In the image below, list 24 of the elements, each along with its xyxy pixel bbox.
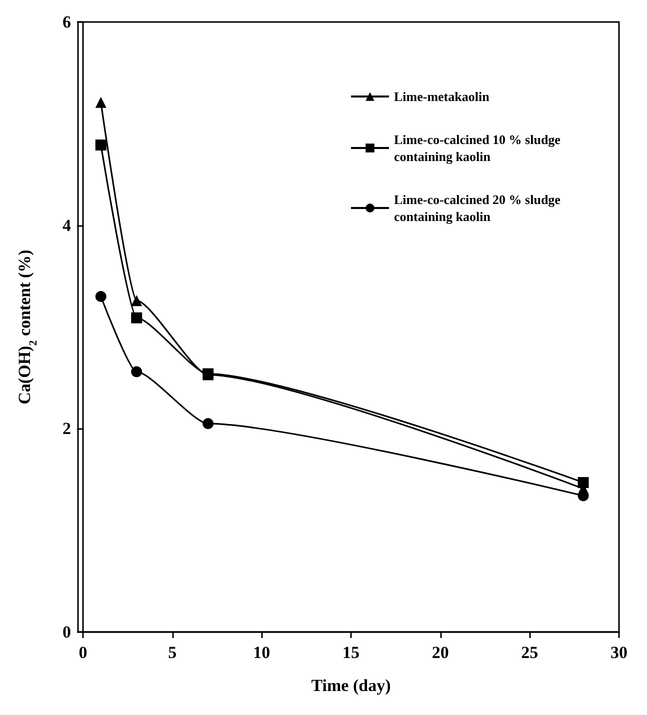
x-tick-label: 15: [342, 643, 360, 662]
point: [131, 312, 142, 324]
legend-label: Lime-metakaolin: [394, 89, 490, 104]
point: [578, 477, 589, 488]
y-tick-label: 4: [62, 216, 72, 235]
point: [95, 291, 106, 302]
point: [95, 140, 106, 151]
x-tick-label: 30: [610, 643, 628, 662]
y-tick-label: 6: [62, 12, 71, 32]
legend-label: Lime-co-calcined 20 % sludge containing kaolin: [394, 192, 564, 224]
x-tick-label: 10: [253, 643, 270, 662]
x-axis-title: Time (day): [311, 676, 391, 695]
point: [131, 366, 142, 378]
y-axis-title: Ca(OH)2 content (%): [15, 250, 40, 404]
legend-label: Lime-co-calcined 10 % sludge containing kaolin: [394, 132, 564, 164]
point: [95, 96, 106, 108]
x-tick-label: 5: [168, 643, 177, 662]
x-tick-label: 0: [78, 643, 88, 662]
y-tick-label: 0: [62, 622, 71, 642]
x-tick-label: 25: [521, 643, 538, 662]
x-tick-label: 20: [432, 643, 449, 662]
point: [202, 418, 214, 430]
y-tick-label: 2: [62, 419, 71, 438]
point: [131, 295, 142, 306]
